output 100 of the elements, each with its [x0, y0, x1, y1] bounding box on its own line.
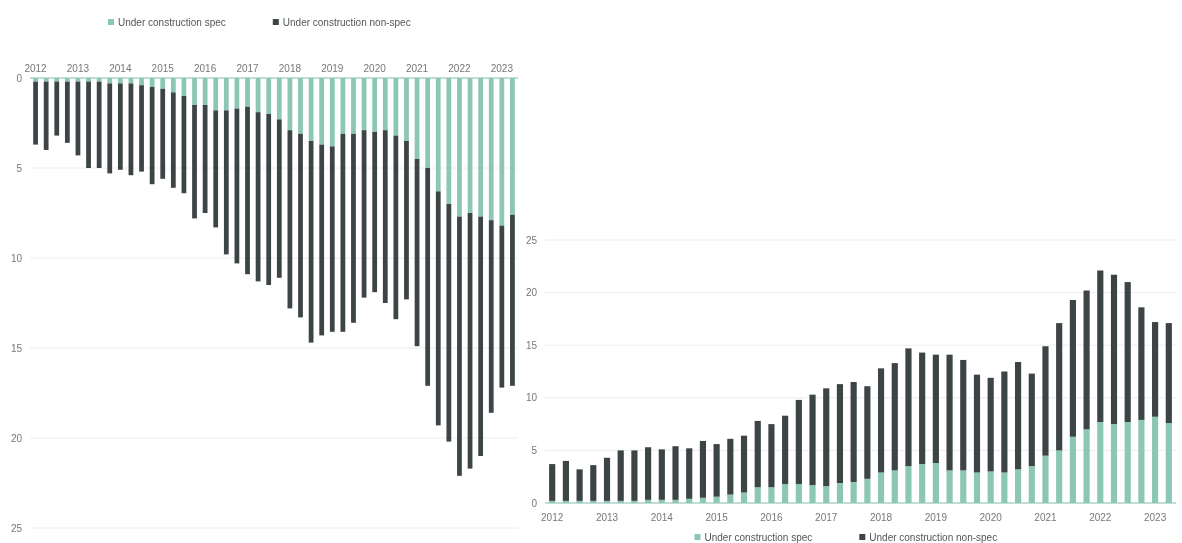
bar — [43, 81, 49, 150]
x-tick-label: 2022 — [1089, 511, 1112, 523]
x-tick-label: 2014 — [650, 511, 674, 523]
bar — [795, 399, 802, 485]
bar — [919, 352, 926, 465]
bar — [782, 415, 789, 485]
x-tick-label: 2012 — [24, 62, 48, 74]
y-tick-label: 25 — [10, 522, 23, 534]
x-tick-label: 2013 — [66, 62, 90, 74]
bar — [754, 420, 761, 488]
bar — [740, 435, 748, 493]
x-tick-label: 2019 — [321, 62, 344, 74]
bar — [86, 81, 91, 168]
bar — [1069, 299, 1076, 437]
bar — [64, 81, 70, 143]
bar — [973, 374, 981, 473]
legend-label: Under construction non-spec — [869, 531, 998, 543]
bar — [727, 438, 734, 495]
x-tick-label: 2016 — [193, 62, 217, 74]
bar — [266, 114, 272, 285]
bar — [340, 133, 346, 332]
bar — [699, 440, 706, 498]
x-tick-label: 2019 — [924, 511, 948, 523]
bar — [245, 106, 250, 275]
x-tick-label: 2021 — [405, 62, 429, 74]
bar — [213, 110, 219, 228]
bar — [631, 450, 638, 501]
bar — [658, 449, 665, 500]
legend-label: Under construction spec — [118, 16, 226, 28]
bar — [329, 146, 335, 332]
bar — [54, 81, 60, 136]
x-tick-label: 2020 — [979, 511, 1003, 523]
legend-label: Under construction non-spec — [282, 16, 411, 28]
bar — [960, 359, 967, 471]
bar — [478, 216, 484, 456]
bar — [160, 88, 166, 179]
x-tick-label: 2015 — [705, 511, 729, 523]
bar — [170, 92, 176, 188]
y-tick-label: 0 — [531, 497, 538, 509]
bar — [1083, 290, 1090, 430]
x-tick-label: 2021 — [1034, 511, 1058, 523]
x-tick-label: 2017 — [236, 62, 260, 74]
bar — [488, 220, 494, 413]
bar — [1042, 346, 1049, 456]
x-tick-label: 2014 — [109, 62, 132, 74]
bar — [590, 465, 597, 501]
bar — [713, 444, 720, 497]
bar — [393, 135, 399, 320]
x-tick-label: 2012 — [541, 511, 564, 523]
y-tick-label: 15 — [10, 342, 23, 354]
bar — [298, 133, 303, 318]
bar — [836, 384, 844, 484]
bar — [510, 214, 515, 386]
bar — [276, 119, 282, 278]
y-tick-label: 10 — [10, 252, 23, 264]
x-tick-label: 2013 — [595, 511, 619, 523]
y-tick-label: 20 — [525, 287, 538, 299]
x-tick-label: 2015 — [151, 62, 175, 74]
bar — [192, 105, 197, 219]
bar — [435, 191, 441, 426]
bar — [891, 363, 898, 471]
x-tick-label: 2022 — [448, 62, 472, 74]
bar — [1097, 270, 1104, 422]
x-tick-label: 2023 — [490, 62, 514, 74]
bar — [107, 83, 113, 174]
bar — [768, 424, 775, 488]
bar — [576, 469, 583, 501]
bar — [987, 377, 994, 472]
bar — [549, 464, 556, 501]
bar — [351, 133, 356, 323]
y-tick-label: 10 — [525, 392, 538, 404]
bar — [645, 447, 652, 500]
bar — [404, 141, 409, 300]
bar — [932, 354, 939, 464]
bar — [1138, 307, 1145, 420]
bar — [672, 446, 679, 500]
y-tick-label: 20 — [10, 432, 23, 444]
bar — [823, 388, 830, 487]
bar — [202, 105, 208, 213]
bar — [1165, 323, 1172, 424]
bar — [686, 448, 693, 499]
bar — [864, 386, 871, 479]
bar — [372, 132, 378, 293]
x-tick-label: 2020 — [363, 62, 387, 74]
bar — [499, 225, 505, 388]
legend-label: Under construction spec — [704, 531, 813, 543]
y-tick-label: 25 — [525, 234, 538, 246]
x-tick-label: 2017 — [815, 511, 838, 523]
bar — [617, 450, 624, 501]
y-tick-label: 15 — [525, 339, 538, 351]
y-tick-label: 5 — [531, 444, 538, 456]
bar — [446, 204, 452, 442]
bar — [1015, 362, 1022, 470]
bar — [96, 81, 102, 168]
bar — [33, 81, 38, 145]
bar — [905, 348, 912, 467]
bar — [603, 457, 611, 501]
y-tick-label: 5 — [16, 162, 23, 174]
x-tick-label: 2018 — [278, 62, 302, 74]
bar — [877, 368, 885, 473]
